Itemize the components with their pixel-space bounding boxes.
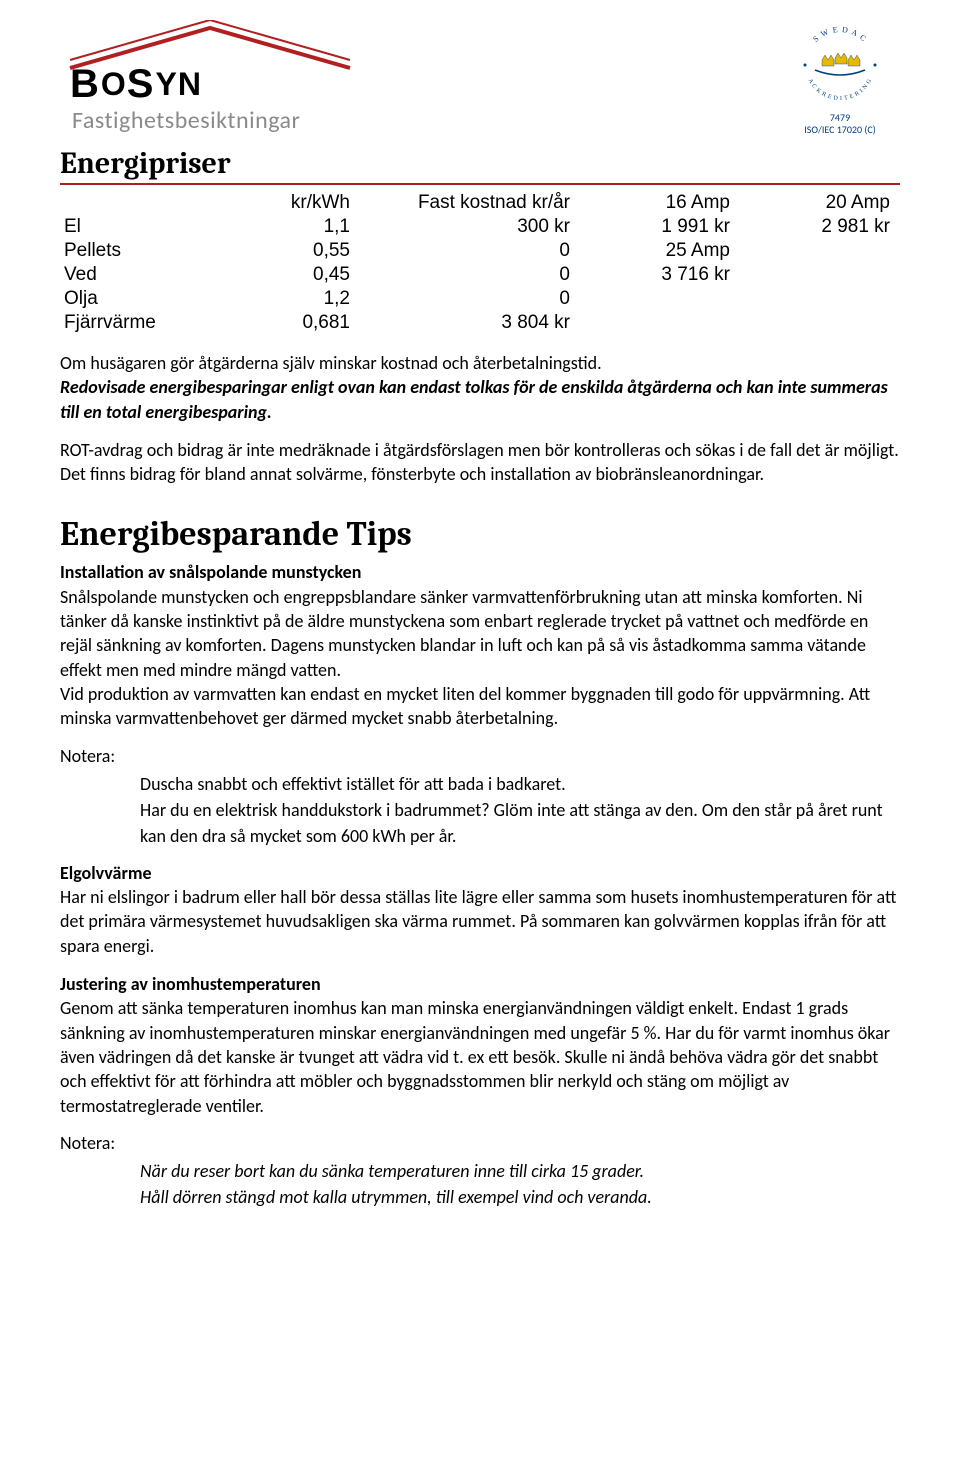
table-cell: Olja (60, 287, 220, 311)
tip3-heading: Justering av inomhustemperaturen (60, 972, 900, 996)
table-row: Olja1,20 (60, 287, 900, 311)
para-owner-plain: Om husägaren gör åtgärderna själv minska… (60, 352, 602, 374)
table-cell: 0 (380, 263, 600, 287)
accreditation-standard: ISO/IEC 17020 (C) (780, 124, 900, 136)
table-cell (600, 287, 760, 311)
table-cell: 0,55 (220, 239, 380, 263)
tip1-note-1: Duscha snabbt och effektivt istället för… (140, 771, 900, 797)
table-cell (600, 311, 760, 335)
table-cell: 3 716 kr (600, 263, 760, 287)
notera-label-2: Notera: (60, 1132, 900, 1154)
table-cell: 2 981 kr (760, 215, 900, 239)
table-cell: 300 kr (380, 215, 600, 239)
para-rot-line1: ROT-avdrag och bidrag är inte medräknade… (60, 439, 899, 461)
table-cell (760, 263, 900, 287)
table-cell (760, 311, 900, 335)
para-rot-line2: Det finns bidrag för bland annat solvärm… (60, 463, 764, 485)
svg-text:S W E D A C: S W E D A C (811, 25, 868, 44)
table-cell (760, 287, 900, 311)
table-cell: 25 Amp (600, 239, 760, 263)
table-cell: 1 991 kr (600, 215, 760, 239)
table-cell: 0,681 (220, 311, 380, 335)
para-owner-italic: Redovisade energibesparingar enligt ovan… (60, 376, 888, 422)
tip1-notes: Duscha snabbt och effektivt istället för… (60, 771, 900, 849)
table-row: El1,1300 kr1 991 kr2 981 kr (60, 215, 900, 239)
notera-label-1: Notera: (60, 745, 900, 767)
logo-block: BOSYN Fastighetsbesiktningar (60, 20, 380, 135)
tip3-note-1: När du reser bort kan du sänka temperatu… (140, 1158, 900, 1184)
tip-inomhustemp: Justering av inomhustemperaturen Genom a… (60, 972, 900, 1118)
para-rot: ROT-avdrag och bidrag är inte medräknade… (60, 438, 900, 487)
energy-price-table: kr/kWh Fast kostnad kr/år 16 Amp 20 Amp … (60, 191, 900, 335)
th-fastkostnad: Fast kostnad kr/år (380, 191, 600, 215)
swedac-seal-icon: S W E D A C A C K R E D I T E R I N G (795, 20, 885, 110)
tip1-body: Snålspolande munstycken och engreppsblan… (60, 585, 900, 682)
logo-subtitle: Fastighetsbesiktningar (60, 106, 380, 135)
th-blank (60, 191, 220, 215)
tip-elgolvvarme: Elgolvvärme Har ni elslingor i badrum el… (60, 861, 900, 958)
table-cell: El (60, 215, 220, 239)
table-cell: 0 (380, 239, 600, 263)
th-20amp: 20 Amp (760, 191, 900, 215)
table-row: Ved0,4503 716 kr (60, 263, 900, 287)
table-cell: Ved (60, 263, 220, 287)
table-row: Pellets0,55025 Amp (60, 239, 900, 263)
para-owner-savings: Om husägaren gör åtgärderna själv minska… (60, 351, 900, 424)
table-row: Fjärrvärme0,6813 804 kr (60, 311, 900, 335)
table-cell: 3 804 kr (380, 311, 600, 335)
tip-snalspolande: Installation av snålspolande munstycken … (60, 560, 900, 730)
section-title-tips: Energibesparande Tips (60, 514, 900, 554)
tip1-body2: Vid produktion av varmvatten kan endast … (60, 682, 900, 731)
th-krkwh: kr/kWh (220, 191, 380, 215)
section-title-energipriser: Energipriser (60, 146, 900, 185)
table-cell: Fjärrvärme (60, 311, 220, 335)
svg-text:A C K R E D I T E R I N G: A C K R E D I T E R I N G (807, 78, 874, 102)
tip2-body: Har ni elslingor i badrum eller hall bör… (60, 885, 900, 958)
page-header: BOSYN Fastighetsbesiktningar S W E D A C… (60, 20, 900, 136)
tip2-heading: Elgolvvärme (60, 861, 900, 885)
table-cell: 1,2 (220, 287, 380, 311)
th-16amp: 16 Amp (600, 191, 760, 215)
tip3-body: Genom att sänka temperaturen inomhus kan… (60, 996, 900, 1117)
table-header-row: kr/kWh Fast kostnad kr/år 16 Amp 20 Amp (60, 191, 900, 215)
tip3-note-2: Håll dörren stängd mot kalla utrymmen, t… (140, 1184, 900, 1210)
tip3-notes: När du reser bort kan du sänka temperatu… (60, 1158, 900, 1210)
table-cell: 0,45 (220, 263, 380, 287)
table-cell (760, 239, 900, 263)
table-cell: 0 (380, 287, 600, 311)
tip1-heading: Installation av snålspolande munstycken (60, 560, 900, 584)
logo-roof-icon (60, 20, 380, 70)
tip1-note-2: Har du en elektrisk handdukstork i badru… (140, 797, 900, 849)
table-cell: 1,1 (220, 215, 380, 239)
table-cell: Pellets (60, 239, 220, 263)
accreditation-block: S W E D A C A C K R E D I T E R I N G 74… (780, 20, 900, 136)
